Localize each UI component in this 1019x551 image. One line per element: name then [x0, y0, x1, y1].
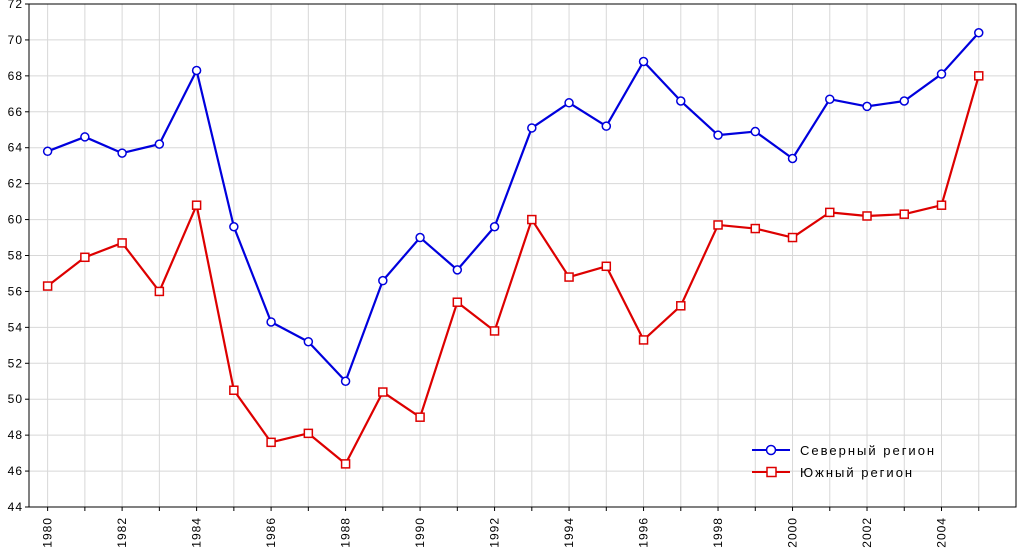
series-1 — [42, 27, 984, 386]
legend-item: Южный регион — [752, 465, 914, 480]
data-point — [452, 297, 463, 307]
series-layer — [42, 27, 984, 469]
data-point — [564, 98, 574, 108]
data-point — [489, 222, 500, 232]
data-point — [564, 272, 574, 282]
x-tick-label: 2000 — [786, 517, 800, 548]
data-point — [713, 220, 723, 230]
x-tick-label: 1984 — [190, 517, 204, 548]
data-point — [266, 317, 276, 327]
data-point — [527, 123, 537, 133]
legend-item: Северный регион — [752, 443, 936, 458]
data-point — [42, 281, 53, 291]
data-point — [862, 211, 872, 221]
x-tick-label: 1988 — [339, 517, 353, 548]
data-point — [825, 94, 835, 104]
data-point — [154, 139, 165, 149]
series-2 — [42, 71, 984, 469]
data-point — [229, 222, 239, 232]
y-tick-label: 58 — [8, 249, 23, 263]
legend-marker — [765, 444, 777, 456]
data-point — [713, 130, 723, 140]
y-axis: 44 46 48 50 52 54 56 58 60 62 64 66 68 70 72 — [8, 0, 29, 514]
data-point — [899, 209, 910, 219]
data-point — [787, 153, 798, 164]
data-point — [42, 146, 53, 157]
data-point — [750, 126, 761, 137]
y-tick-label: 68 — [8, 69, 23, 83]
y-tick-label: 60 — [8, 213, 23, 227]
data-point — [340, 459, 351, 469]
data-point — [452, 265, 463, 275]
y-tick-label: 46 — [8, 464, 23, 478]
data-point — [340, 376, 351, 386]
data-point — [676, 301, 686, 311]
data-point — [638, 56, 649, 67]
data-point — [862, 101, 872, 112]
x-axis: 1980 1982 1984 1986 1988 1990 1992 1994 1996 1998… — [41, 507, 980, 548]
y-tick-label: 54 — [8, 320, 23, 334]
data-point — [489, 326, 500, 336]
legend-label: Северный регион — [800, 443, 936, 458]
data-point — [787, 232, 798, 243]
y-tick-label: 62 — [8, 177, 23, 191]
data-point — [676, 96, 686, 106]
data-point — [974, 71, 984, 81]
data-point — [750, 223, 761, 234]
data-point — [601, 261, 612, 272]
x-tick-label: 1982 — [115, 517, 129, 548]
data-point — [899, 96, 910, 106]
y-tick-label: 50 — [8, 392, 23, 406]
data-point — [117, 148, 127, 158]
y-tick-label: 56 — [8, 284, 23, 298]
series-line — [47, 32, 980, 383]
x-tick-label: 1996 — [637, 517, 651, 548]
x-tick-label: 1980 — [41, 517, 55, 548]
data-point — [154, 286, 165, 297]
data-point — [415, 412, 425, 422]
y-tick-label: 64 — [8, 141, 23, 155]
y-tick-label: 66 — [8, 105, 23, 119]
legend-label: Южный регион — [800, 465, 914, 480]
data-point — [415, 232, 425, 243]
y-tick-label: 52 — [8, 356, 23, 370]
data-point — [303, 428, 314, 439]
x-tick-label: 1990 — [413, 517, 427, 548]
data-point — [601, 121, 612, 131]
data-point — [378, 275, 388, 286]
x-tick-label: 1998 — [711, 517, 725, 548]
data-point — [117, 238, 127, 248]
y-tick-label: 48 — [8, 428, 23, 442]
legend-marker — [766, 466, 777, 478]
data-point — [638, 335, 649, 345]
x-tick-label: 1992 — [488, 517, 502, 548]
data-point — [825, 207, 835, 218]
data-point — [229, 385, 239, 395]
y-tick-label: 72 — [8, 0, 23, 11]
data-point — [974, 27, 984, 38]
data-point — [936, 200, 947, 210]
x-tick-label: 1994 — [562, 517, 576, 548]
data-point — [266, 437, 276, 448]
x-tick-label: 1986 — [264, 517, 278, 548]
data-point — [936, 69, 947, 79]
data-point — [527, 214, 537, 225]
data-point — [80, 252, 90, 263]
data-point — [191, 65, 202, 76]
x-tick-label: 2002 — [860, 517, 874, 548]
y-tick-label: 44 — [8, 500, 23, 514]
legend: Северный регион Южный регион — [752, 443, 936, 480]
data-point — [80, 132, 90, 142]
x-tick-label: 2004 — [935, 517, 949, 548]
grid — [29, 3, 1016, 508]
data-point — [303, 336, 314, 347]
data-point — [378, 387, 388, 397]
series-line — [46, 75, 980, 465]
data-point — [191, 200, 202, 210]
y-tick-label: 70 — [8, 33, 23, 47]
